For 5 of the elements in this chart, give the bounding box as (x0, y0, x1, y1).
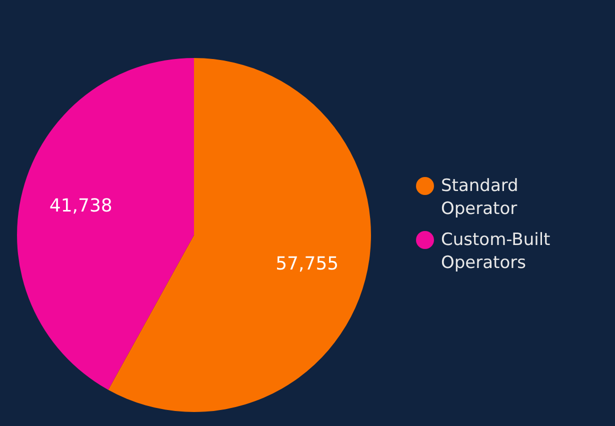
pie-slice (17, 58, 194, 390)
data-label: 57,755 (276, 254, 339, 275)
legend-label: Custom-Built Operators (441, 229, 552, 275)
data-label: 41,738 (49, 195, 112, 216)
legend-label: Standard Operator (441, 175, 520, 221)
